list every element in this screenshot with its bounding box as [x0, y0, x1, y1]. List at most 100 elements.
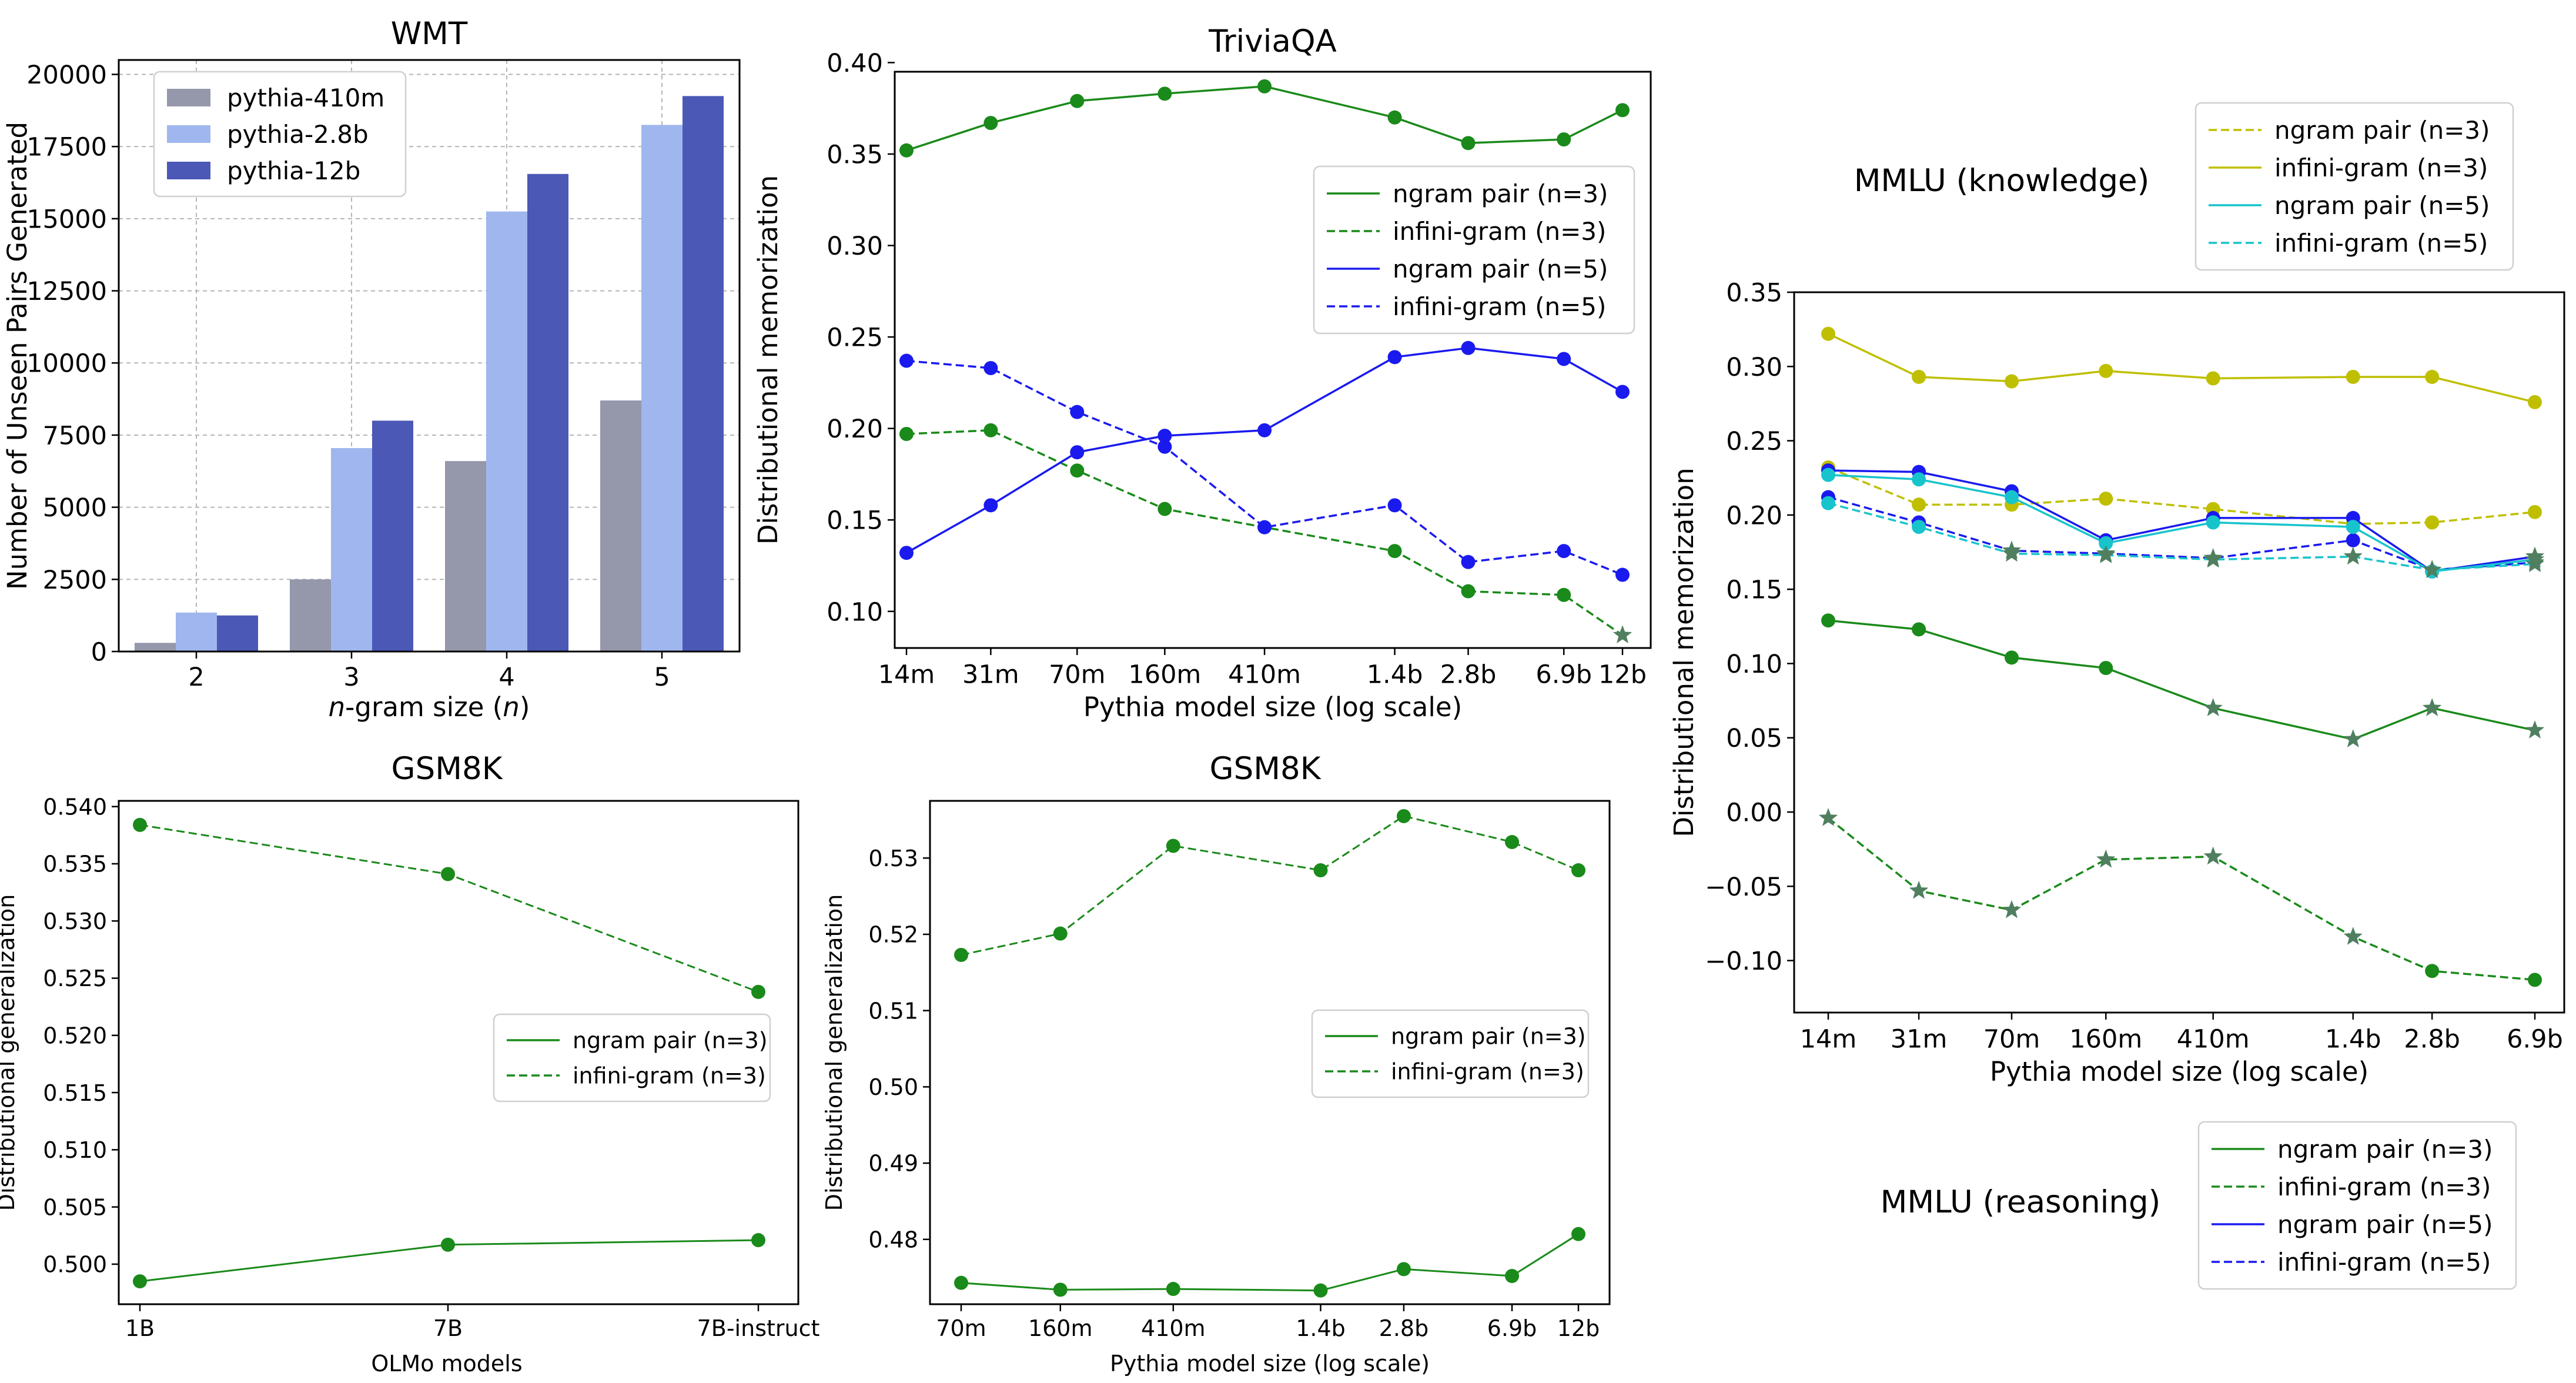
- legend-label: pythia-2.8b: [227, 120, 369, 149]
- x-tick-label: 410m: [2177, 1024, 2250, 1054]
- chart-title: GSM8K: [1210, 751, 1322, 787]
- data-point: [751, 1233, 765, 1248]
- x-axis-label: Pythia model size (log scale): [1110, 1351, 1430, 1377]
- y-tick-label: 0.50: [868, 1074, 918, 1100]
- x-axis-label: n-gram size (n): [329, 692, 530, 723]
- data-point: [2425, 964, 2440, 978]
- y-tick-label: 0.30: [827, 232, 883, 261]
- data-point: [1070, 463, 1085, 478]
- x-tick-label: 410m: [1228, 660, 1301, 689]
- x-tick-label: 2: [188, 663, 204, 692]
- chart-title: WMT: [391, 16, 468, 52]
- legend-box: [1311, 1009, 1590, 1098]
- data-point: [2002, 900, 2022, 918]
- data-point: [899, 353, 914, 368]
- y-tick-label: 0.05: [1726, 724, 1782, 753]
- data-point: [2005, 374, 2019, 389]
- data-point: [441, 1237, 455, 1252]
- legend-label: infini-gram (n=5): [1393, 292, 1606, 321]
- y-tick-label: 0.530: [43, 908, 107, 934]
- y-tick-label: 12500: [26, 277, 107, 306]
- bar-pythia-12b: [683, 96, 724, 652]
- x-tick-label: 160m: [2069, 1024, 2142, 1054]
- data-point: [1387, 110, 1402, 125]
- x-tick-label: 6.9b: [1535, 660, 1592, 689]
- data-point: [1387, 498, 1402, 513]
- data-point: [441, 867, 455, 881]
- series-ngram-pair-n-3-: [899, 79, 1630, 158]
- bar-pythia-410m: [135, 643, 176, 652]
- data-point: [1166, 839, 1180, 853]
- x-axis-label-text: ): [520, 692, 530, 723]
- legend-label: ngram pair (n=3): [2277, 1135, 2493, 1164]
- data-point: [2099, 363, 2113, 378]
- data-point: [1912, 520, 1926, 535]
- data-point: [133, 817, 147, 832]
- y-tick-label: 10000: [26, 349, 107, 379]
- x-axis-label: Pythia model size (log scale): [1990, 1056, 2368, 1087]
- data-point: [2425, 369, 2440, 384]
- bar-pythia-2.8b: [641, 125, 683, 652]
- x-tick-label: 70m: [1049, 660, 1106, 689]
- data-point: [1461, 340, 1476, 355]
- data-point: [1615, 567, 1630, 582]
- y-tick-label: 0.49: [868, 1151, 918, 1177]
- data-point: [1557, 132, 1571, 147]
- data-point: [983, 116, 998, 131]
- y-tick-label: 0.48: [868, 1227, 918, 1252]
- y-tick-label: 0.35: [827, 140, 883, 169]
- data-point: [1461, 136, 1476, 151]
- data-point: [1912, 622, 1926, 637]
- x-tick-label: 3: [343, 663, 359, 692]
- x-tick-label: 6.9b: [2507, 1024, 2563, 1054]
- series-knowledge-1: [1821, 460, 2542, 532]
- data-point: [2203, 846, 2223, 865]
- x-tick-label: 6.9b: [1487, 1315, 1537, 1341]
- legend-label: infini-gram (n=3): [2277, 1172, 2491, 1201]
- y-tick-label: 0.500: [43, 1252, 107, 1278]
- chart-mmlu: −0.10 −0.05 0.00 0.05 0.10 0.15 0.20 0.25 0.30 0.…: [1668, 102, 2565, 1290]
- data-point: [2203, 549, 2223, 568]
- data-point: [1821, 326, 1835, 341]
- chart-triviaqa: 0.10 0.15 0.20 0.25 0.30 0.35 0.40 14m 31m 70m 160…: [752, 24, 1652, 723]
- x-axis-label: OLMo models: [371, 1351, 522, 1377]
- chart-title: TriviaQA: [1208, 24, 1337, 59]
- legend-box: [153, 71, 407, 198]
- data-point: [1396, 809, 1411, 823]
- y-tick-label: 7500: [43, 421, 107, 450]
- data-point: [1461, 584, 1476, 599]
- x-tick-label: 12b: [1598, 660, 1647, 689]
- plot-frame: [118, 59, 741, 653]
- data-point: [1821, 613, 1835, 628]
- y-tick-label: 0.51: [868, 998, 918, 1024]
- bar-pythia-12b: [372, 420, 413, 652]
- x-axis-label-text: -gram size (: [345, 692, 503, 723]
- y-axis-label: Number of Unseen Pairs Generated: [2, 122, 33, 590]
- plot-frame: [894, 71, 1652, 649]
- data-point: [1571, 1227, 1585, 1241]
- y-tick-label: 2500: [43, 566, 107, 595]
- data-point: [1615, 385, 1630, 399]
- legend-label: pythia-12b: [227, 156, 360, 185]
- data-point: [2423, 698, 2442, 716]
- bar-pythia-410m: [600, 400, 641, 652]
- series-infini-gram-n-3-: [133, 817, 765, 999]
- data-point: [2525, 720, 2545, 739]
- x-tick-label: 7B-instruct: [697, 1315, 820, 1341]
- data-point: [1157, 86, 1172, 101]
- data-point: [1053, 926, 1068, 941]
- data-point: [2002, 543, 2022, 562]
- plot-frame: [929, 800, 1611, 1305]
- bar-pythia-2.8b: [486, 211, 527, 652]
- y-tick-label: 0.53: [868, 846, 918, 871]
- legend-swatch: [167, 162, 210, 179]
- chart-wmt: 0 2500 5000 7500 10000 12500 15000 17500 20000 2 3…: [2, 16, 741, 723]
- series-line: [1828, 473, 2535, 573]
- series-line: [1828, 619, 2535, 741]
- legend-label: infini-gram (n=3): [1393, 217, 1606, 246]
- bar-pythia-12b: [217, 615, 258, 652]
- y-tick-label: 0: [91, 637, 107, 667]
- legend-swatch: [167, 89, 210, 106]
- series-line: [1828, 333, 2535, 403]
- data-point: [983, 498, 998, 513]
